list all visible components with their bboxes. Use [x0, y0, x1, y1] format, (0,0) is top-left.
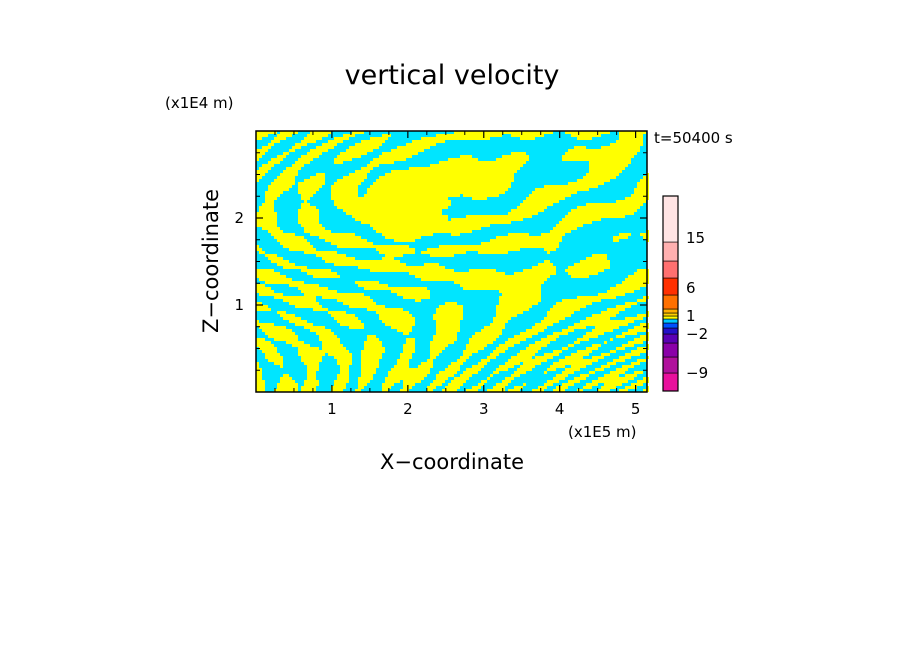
- colorbar-swatch: [662, 315, 679, 320]
- y-axis-label: Z−coordinate: [199, 189, 223, 333]
- positive-velocity-region: [256, 131, 649, 392]
- velocity-field: [256, 131, 649, 392]
- y-tick-label: 1: [234, 296, 244, 314]
- x-unit-label: (x1E5 m): [568, 423, 637, 441]
- colorbar-swatch: [662, 356, 679, 374]
- colorbar-label: 15: [686, 229, 705, 247]
- colorbar-swatch: [662, 322, 679, 329]
- x-tick-label: 3: [479, 400, 489, 418]
- colorbar-label: −2: [686, 325, 708, 343]
- colorbar: −9 −21 6 15: [662, 195, 708, 392]
- plot-area: [255, 130, 649, 393]
- colorbar-swatch: [662, 372, 679, 392]
- colorbar-swatch: [662, 195, 679, 243]
- colorbar-label: 1: [686, 307, 696, 325]
- colorbar-swatch: [662, 342, 679, 358]
- x-tick-label: 1: [327, 400, 337, 418]
- time-label: t=50400 s: [654, 129, 733, 147]
- colorbar-label: −9: [686, 364, 708, 382]
- colorbar-swatch: [662, 260, 679, 279]
- colorbar-swatch: [662, 312, 679, 317]
- y-unit-label: (x1E4 m): [165, 94, 234, 112]
- y-axis: 12: [234, 152, 647, 371]
- x-tick-label: 4: [555, 400, 565, 418]
- colorbar-label: 6: [686, 279, 696, 297]
- x-axis: 1 2 3 4 5: [274, 131, 641, 418]
- chart-title: vertical velocity: [345, 60, 560, 91]
- colorbar-swatch: [662, 318, 679, 324]
- colorbar-swatch: [662, 294, 679, 310]
- colorbar-frame: [662, 195, 679, 392]
- colorbar-swatch: [662, 308, 679, 314]
- colorbar-swatch: [662, 333, 679, 344]
- y-tick-label: 2: [234, 209, 244, 227]
- x-axis-label: X−coordinate: [380, 450, 524, 474]
- x-tick-label: 5: [631, 400, 641, 418]
- colorbar-swatch: [662, 277, 679, 296]
- colorbar-swatch: [662, 241, 679, 262]
- colorbar-swatch: [662, 327, 679, 335]
- x-tick-label: 2: [403, 400, 413, 418]
